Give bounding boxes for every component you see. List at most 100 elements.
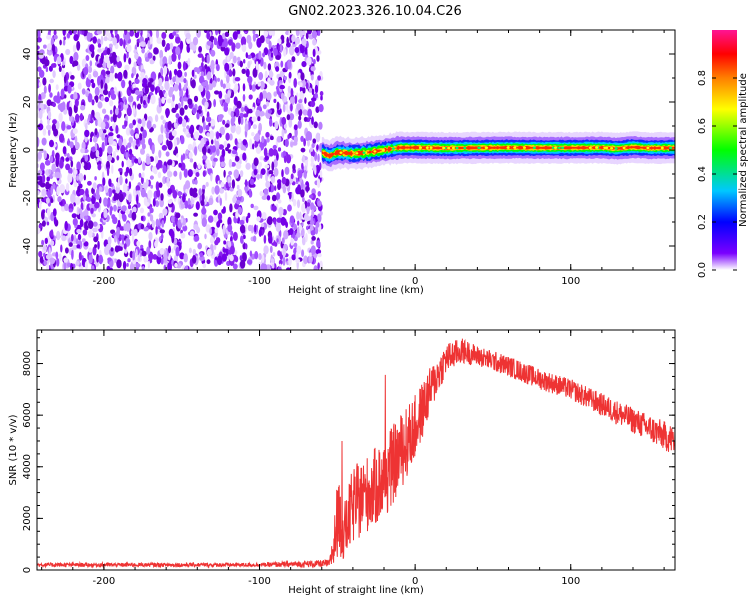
ridge-speckle bbox=[339, 151, 343, 154]
snr-plot-area bbox=[37, 330, 675, 570]
noise-mark bbox=[172, 76, 176, 83]
noise-mark bbox=[237, 188, 243, 198]
noise-mark bbox=[136, 137, 140, 145]
noise-mark bbox=[61, 101, 66, 111]
noise-mark bbox=[97, 240, 100, 250]
noise-mark bbox=[285, 267, 291, 270]
noise-mark bbox=[317, 262, 320, 270]
noise-mark bbox=[213, 216, 218, 223]
noise-mark bbox=[252, 33, 256, 42]
noise-mark bbox=[74, 98, 79, 107]
ridge-speckle bbox=[442, 146, 446, 150]
noise-mark bbox=[89, 44, 95, 53]
noise-mark bbox=[268, 234, 273, 244]
noise-mark bbox=[205, 140, 210, 146]
noise-mark bbox=[304, 97, 307, 104]
noise-mark bbox=[164, 75, 169, 83]
noise-mark bbox=[301, 249, 305, 257]
noise-mark bbox=[214, 90, 220, 95]
colorbar-ticks: 0.0 0.2 0.4 0.6 0.8 bbox=[697, 70, 737, 278]
noise-mark bbox=[238, 138, 242, 143]
noise-mark bbox=[100, 35, 104, 45]
noise-mark bbox=[202, 170, 206, 178]
noise-mark bbox=[76, 40, 81, 51]
noise-mark bbox=[78, 251, 82, 261]
noise-mark bbox=[45, 181, 50, 190]
noise-mark bbox=[313, 265, 318, 270]
noise-mark bbox=[166, 176, 170, 184]
noise-mark bbox=[287, 91, 291, 99]
noise-mark bbox=[132, 206, 137, 213]
noise-mark bbox=[228, 181, 231, 187]
noise-mark bbox=[81, 88, 86, 95]
noise-mark bbox=[64, 220, 68, 231]
noise-mark bbox=[37, 176, 42, 181]
noise-mark bbox=[239, 224, 246, 234]
noise-mark bbox=[257, 81, 261, 87]
noise-mark bbox=[213, 157, 218, 162]
noise-mark bbox=[126, 44, 132, 53]
noise-mark bbox=[278, 259, 283, 266]
noise-mark bbox=[136, 123, 142, 130]
noise-mark bbox=[194, 146, 198, 156]
noise-mark bbox=[51, 163, 56, 173]
noise-mark bbox=[88, 73, 92, 80]
noise-mark bbox=[127, 142, 132, 149]
noise-mark bbox=[141, 117, 146, 128]
noise-mark bbox=[225, 132, 230, 141]
noise-mark bbox=[166, 139, 169, 147]
noise-mark bbox=[311, 116, 314, 125]
noise-mark bbox=[156, 188, 161, 198]
noise-mark bbox=[156, 37, 162, 44]
noise-mark bbox=[271, 205, 277, 212]
noise-mark bbox=[139, 133, 143, 141]
noise-mark bbox=[73, 169, 78, 175]
noise-mark bbox=[261, 212, 267, 220]
noise-mark bbox=[79, 218, 84, 228]
noise-mark bbox=[124, 64, 130, 71]
noise-mark bbox=[235, 125, 242, 135]
noise-mark bbox=[237, 206, 243, 215]
noise-mark bbox=[129, 30, 134, 37]
noise-mark bbox=[53, 30, 57, 36]
noise-mark bbox=[46, 99, 52, 107]
noise-mark bbox=[199, 252, 203, 258]
noise-mark bbox=[296, 199, 301, 209]
noise-mark bbox=[216, 148, 220, 157]
noise-mark bbox=[83, 66, 89, 76]
noise-mark bbox=[254, 251, 259, 260]
noise-mark bbox=[224, 191, 228, 201]
noise-mark bbox=[167, 120, 172, 131]
noise-mark bbox=[167, 98, 172, 104]
noise-mark bbox=[193, 161, 197, 170]
noise-mark bbox=[239, 170, 244, 178]
noise-mark bbox=[106, 47, 111, 56]
noise-mark bbox=[234, 77, 241, 82]
noise-mark bbox=[234, 138, 238, 146]
noise-mark bbox=[182, 97, 189, 102]
spectrogram-marks bbox=[37, 30, 675, 270]
noise-mark bbox=[182, 127, 186, 133]
noise-mark bbox=[62, 146, 67, 155]
noise-mark bbox=[148, 240, 152, 249]
noise-mark bbox=[152, 55, 156, 61]
noise-mark bbox=[193, 212, 199, 217]
ridge-speckle bbox=[355, 152, 359, 155]
noise-mark bbox=[78, 208, 83, 214]
noise-mark bbox=[148, 138, 153, 146]
noise-mark bbox=[48, 83, 51, 93]
noise-mark bbox=[143, 196, 148, 206]
noise-mark bbox=[118, 104, 122, 110]
noise-mark bbox=[141, 143, 146, 150]
noise-mark bbox=[131, 211, 137, 221]
noise-mark bbox=[206, 54, 210, 64]
noise-mark bbox=[37, 66, 42, 72]
noise-mark bbox=[129, 263, 134, 270]
noise-mark bbox=[214, 239, 219, 246]
noise-mark bbox=[46, 190, 52, 198]
noise-mark bbox=[302, 87, 306, 94]
noise-mark bbox=[294, 47, 300, 54]
noise-mark bbox=[175, 103, 179, 111]
noise-mark bbox=[202, 155, 208, 160]
